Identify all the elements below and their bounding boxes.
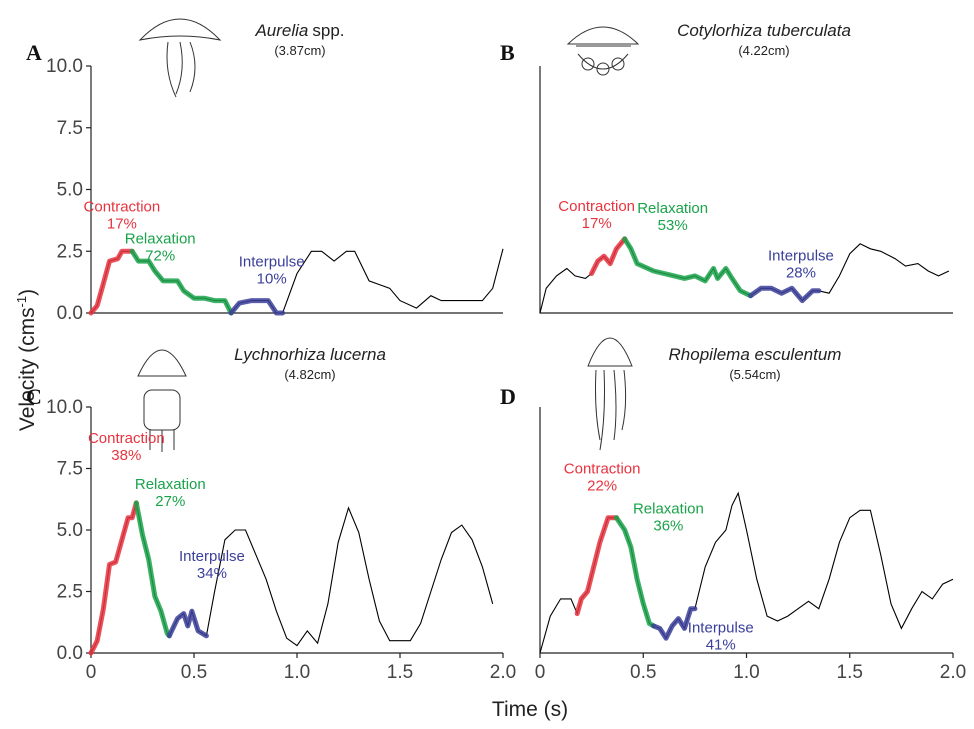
y-tick-label: 7.5 (57, 459, 83, 480)
y-tick-label: 0.0 (57, 303, 83, 324)
panel-subtitle: (5.54cm) (729, 367, 780, 382)
phase-name: Interpulse (239, 254, 305, 271)
phase-name: Relaxation (633, 501, 704, 518)
panel-title: Rhopilema esculentum (669, 345, 842, 364)
x-tick-label: 0 (86, 662, 97, 683)
y-axis-label: Velocity (cms-1) (14, 289, 39, 431)
phase-name: Relaxation (135, 476, 206, 493)
phase-percent: 17% (107, 215, 137, 232)
y-tick-label: 10.0 (46, 56, 83, 77)
axis-line (539, 66, 953, 314)
x-tick-label: 1.5 (837, 662, 863, 683)
panel-title: Cotylorhiza tuberculata (677, 21, 851, 40)
title-suffix: spp. (312, 21, 344, 40)
phase-segment (613, 515, 657, 629)
phase-percent: 17% (582, 215, 612, 232)
y-tick-label: 0.0 (57, 643, 83, 664)
x-tick-label: 1.5 (387, 662, 413, 683)
y-label-suffix: ) (16, 289, 39, 296)
x-tick-label: 0 (535, 662, 546, 683)
panel-title: Lychnorhiza lucerna (234, 345, 386, 364)
title-species: Lychnorhiza lucerna (234, 345, 386, 364)
y-tick-label: 5.0 (57, 180, 83, 201)
panel-letter: C (26, 384, 42, 409)
y-tick-label: 7.5 (57, 118, 83, 139)
y-tick-label: 10.0 (46, 397, 83, 418)
icon-aurelia (138, 18, 222, 98)
phase-segment (574, 515, 619, 617)
y-label-superscript: -1 (14, 296, 29, 308)
x-tick-label: 2.0 (490, 662, 516, 683)
title-species: Rhopilema esculentum (669, 345, 842, 364)
phase-name: Contraction (564, 461, 641, 478)
phase-name: Interpulse (768, 247, 834, 264)
phase-name: Interpulse (688, 620, 754, 637)
x-axis-label: Time (s) (492, 698, 568, 721)
phase-percent: 36% (653, 518, 683, 535)
phase-percent: 53% (658, 217, 688, 234)
panel-letter: B (500, 40, 515, 65)
x-tick-label: 0.5 (630, 662, 656, 683)
phase-name: Contraction (88, 430, 165, 447)
panel-letter: A (26, 40, 42, 65)
y-label-text: Velocity (cms (16, 307, 39, 431)
phase-percent: 10% (257, 271, 287, 288)
phase-percent: 34% (197, 565, 227, 582)
y-tick-label: 2.5 (57, 241, 83, 262)
phase-percent: 38% (111, 447, 141, 464)
phase-percent: 27% (155, 493, 185, 510)
phase-segment (88, 500, 139, 656)
panel-letter: D (500, 384, 516, 409)
x-tick-label: 1.0 (284, 662, 310, 683)
x-tick-label: 0.5 (181, 662, 207, 683)
velocity-trace (539, 237, 950, 314)
phase-percent: 72% (145, 247, 175, 264)
title-species: Cotylorhiza tuberculata (677, 21, 851, 40)
title-species: Aurelia (254, 21, 308, 40)
phase-name: Relaxation (637, 200, 708, 217)
icon-rhopilema (587, 337, 633, 451)
icon-cotylorhiza (566, 26, 640, 76)
phase-name: Contraction (84, 198, 161, 215)
panel-subtitle: (3.87cm) (274, 43, 325, 58)
phase-name: Relaxation (125, 230, 196, 247)
phase-segment (589, 236, 628, 276)
x-tick-label: 1.0 (733, 662, 759, 683)
phase-segment (88, 248, 135, 316)
phase-segment (129, 248, 234, 316)
phase-segment (228, 298, 286, 316)
phase-percent: 28% (786, 264, 816, 281)
x-tick-label: 2.0 (940, 662, 966, 683)
phase-percent: 41% (706, 637, 736, 654)
phase-segment (748, 285, 822, 304)
phase-percent: 22% (587, 478, 617, 495)
icon-lychnorhiza (137, 349, 187, 452)
phase-segment (651, 606, 698, 641)
y-tick-label: 2.5 (57, 582, 83, 603)
panel-subtitle: (4.22cm) (738, 43, 789, 58)
panel-subtitle: (4.82cm) (284, 367, 335, 382)
phase-name: Contraction (558, 198, 635, 215)
phase-name: Interpulse (179, 548, 245, 565)
axis-line (90, 66, 503, 314)
panel-title: Aurelia spp. (254, 21, 344, 40)
phase-segment (133, 500, 172, 639)
phase-segment (166, 608, 209, 639)
y-tick-label: 5.0 (57, 520, 83, 541)
phase-segment (622, 236, 754, 299)
